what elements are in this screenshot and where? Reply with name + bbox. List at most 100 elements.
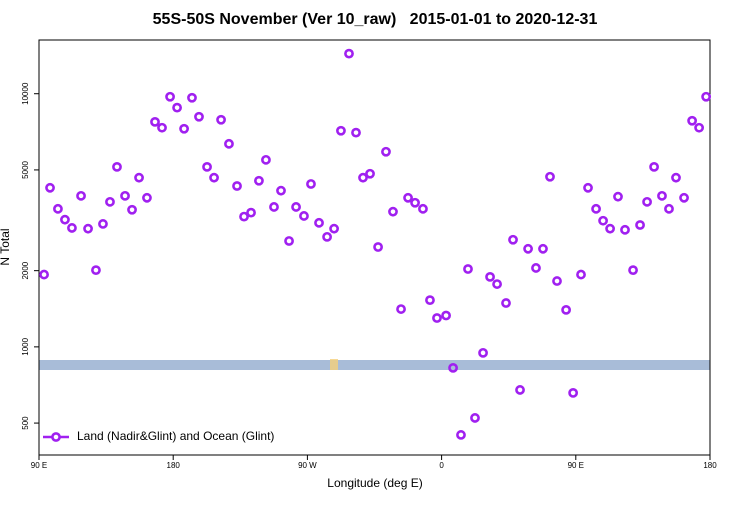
data-point xyxy=(284,236,294,246)
data-point xyxy=(515,385,525,395)
data-point xyxy=(314,217,324,228)
data-point xyxy=(344,48,354,59)
data-point xyxy=(39,269,49,280)
data-point xyxy=(351,127,361,138)
data-point xyxy=(425,295,435,306)
data-point xyxy=(187,92,197,103)
data-point xyxy=(613,191,623,202)
data-point xyxy=(83,223,93,234)
data-point xyxy=(671,172,681,183)
data-point xyxy=(432,313,442,323)
data-point xyxy=(322,231,332,242)
data-point xyxy=(508,234,518,245)
data-point xyxy=(598,215,608,226)
data-point xyxy=(470,413,480,423)
data-point xyxy=(216,114,226,125)
data-point xyxy=(172,102,182,113)
data-point xyxy=(76,190,86,201)
data-point xyxy=(568,387,579,398)
data-point xyxy=(642,196,652,207)
y-tick-label: 1000 xyxy=(21,337,30,355)
data-point xyxy=(561,304,572,315)
data-point xyxy=(209,172,219,183)
x-tick-label: 180 xyxy=(167,461,181,470)
data-point xyxy=(620,224,630,235)
data-point xyxy=(299,211,309,221)
data-point xyxy=(583,182,593,193)
x-tick-label: 90 W xyxy=(298,461,317,470)
legend-label: Land (Nadir&Glint) and Ocean (Glint) xyxy=(77,429,274,443)
data-point xyxy=(224,138,234,149)
data-point xyxy=(179,123,189,134)
data-point xyxy=(679,192,689,203)
data-point xyxy=(120,190,130,201)
data-point xyxy=(105,196,115,207)
data-point xyxy=(664,203,674,214)
data-point xyxy=(239,211,249,222)
legend-marker xyxy=(51,432,61,442)
x-tick-label: 180 xyxy=(703,461,717,470)
data-point xyxy=(358,172,368,183)
data-point xyxy=(448,362,458,373)
data-point xyxy=(194,111,204,122)
y-tick-label: 500 xyxy=(21,416,30,430)
data-point xyxy=(545,171,555,182)
data-point xyxy=(157,122,167,133)
data-point xyxy=(98,219,108,229)
data-point xyxy=(523,243,533,254)
data-point xyxy=(531,263,541,273)
data-point xyxy=(142,192,152,203)
data-point xyxy=(418,203,428,214)
x-tick-label: 90 E xyxy=(31,461,47,470)
data-point xyxy=(127,204,137,215)
data-point xyxy=(45,182,55,193)
data-point xyxy=(53,203,63,214)
data-point xyxy=(202,161,212,172)
data-point xyxy=(381,146,391,157)
data-point xyxy=(261,154,271,165)
data-point xyxy=(388,206,398,217)
data-point xyxy=(605,223,615,234)
data-point xyxy=(538,243,548,254)
data-point xyxy=(396,304,406,314)
data-point xyxy=(701,91,712,102)
data-point xyxy=(694,122,705,133)
data-point xyxy=(365,168,375,179)
data-point xyxy=(91,265,101,276)
data-point xyxy=(329,223,339,234)
plot-frame xyxy=(38,39,711,456)
data-point xyxy=(492,279,502,289)
data-point xyxy=(291,202,301,212)
band-highlight xyxy=(330,359,338,370)
x-tick-label: 0 xyxy=(439,461,444,470)
y-tick-label: 2000 xyxy=(21,261,30,279)
data-point xyxy=(165,91,175,102)
data-point xyxy=(60,214,70,225)
data-point xyxy=(576,269,586,280)
data-point xyxy=(591,203,601,214)
data-point xyxy=(649,161,659,172)
data-point xyxy=(232,181,242,191)
data-point xyxy=(441,310,451,321)
data-point xyxy=(373,242,383,252)
data-point xyxy=(687,115,698,126)
data-point xyxy=(628,265,638,276)
data-point xyxy=(336,125,346,136)
data-point xyxy=(478,347,488,358)
data-point xyxy=(501,298,511,308)
data-point xyxy=(246,207,256,218)
y-axis-label: N Total xyxy=(0,228,12,265)
data-point xyxy=(410,197,420,208)
data-point xyxy=(276,185,286,196)
data-point xyxy=(150,116,160,127)
data-point xyxy=(306,179,316,189)
y-tick-label: 10000 xyxy=(21,82,30,105)
y-tick-label: 5000 xyxy=(21,160,30,178)
data-point xyxy=(254,175,264,186)
x-tick-label: 90 E xyxy=(568,461,584,470)
data-point xyxy=(112,161,122,172)
x-axis-label: Longitude (deg E) xyxy=(327,476,422,490)
background-band xyxy=(39,360,710,370)
data-point xyxy=(456,430,466,440)
